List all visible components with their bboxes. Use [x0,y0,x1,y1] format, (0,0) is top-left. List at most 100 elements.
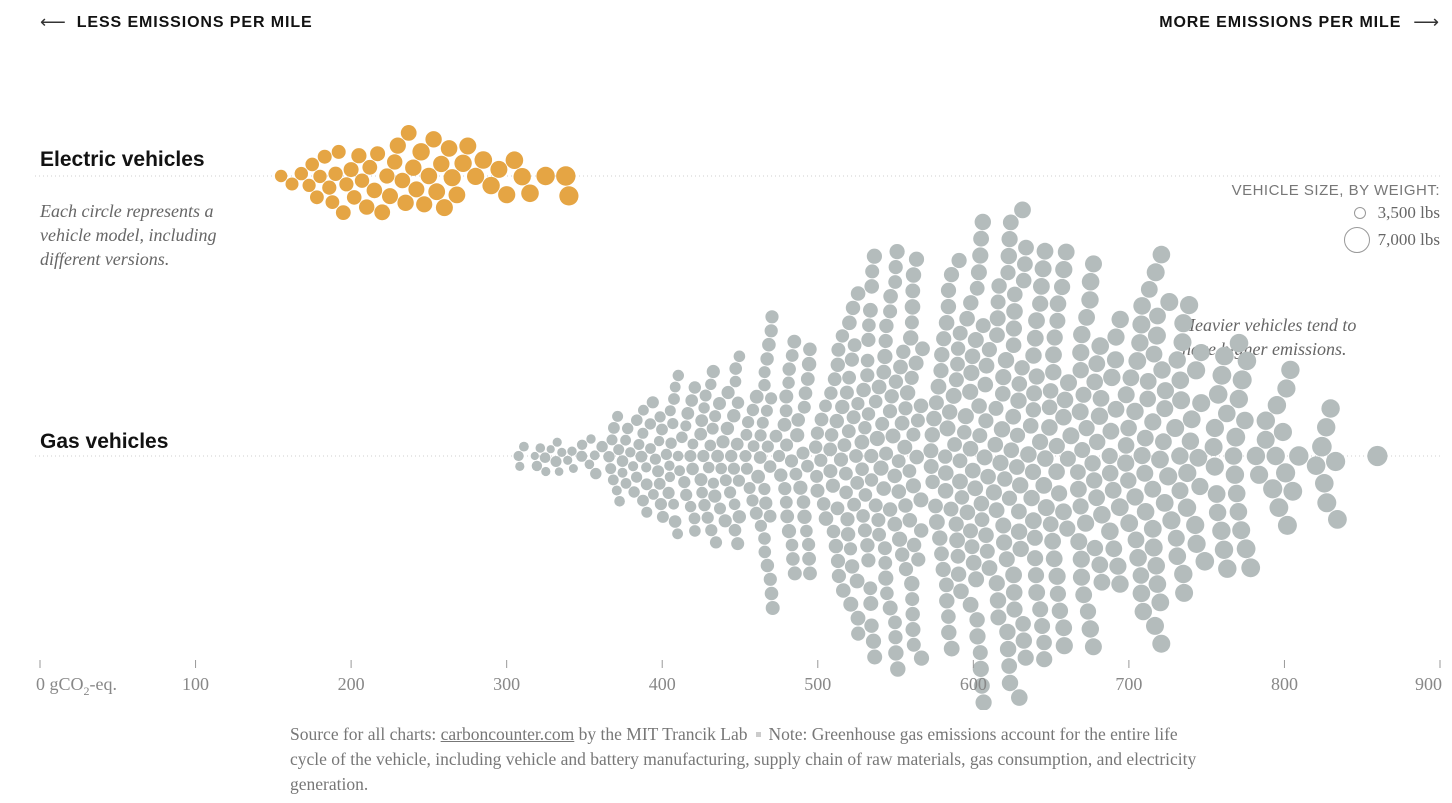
gas-vehicle-dot[interactable] [665,437,677,449]
gas-vehicle-dot[interactable] [1049,585,1066,602]
gas-vehicle-dot[interactable] [1084,638,1102,656]
gas-vehicle-dot[interactable] [1014,360,1030,376]
electric-vehicle-dot[interactable] [536,166,555,186]
gas-vehicle-dot[interactable] [831,568,847,584]
gas-vehicle-dot[interactable] [940,282,957,298]
gas-vehicle-dot[interactable] [541,466,551,477]
gas-vehicle-dot[interactable] [1208,503,1227,522]
gas-vehicle-dot[interactable] [653,435,665,447]
gas-vehicle-dot[interactable] [1276,463,1296,483]
gas-vehicle-dot[interactable] [1256,411,1276,430]
gas-vehicle-dot[interactable] [888,615,902,630]
gas-vehicle-dot[interactable] [914,523,929,538]
gas-vehicle-dot[interactable] [906,537,922,553]
gas-vehicle-dot[interactable] [674,465,685,477]
gas-vehicle-dot[interactable] [959,504,976,521]
gas-vehicle-dot[interactable] [1020,446,1037,463]
gas-vehicle-dot[interactable] [1127,531,1145,549]
gas-vehicle-dot[interactable] [730,437,744,451]
gas-vehicle-dot[interactable] [1229,333,1249,353]
gas-vehicle-dot[interactable] [937,483,954,499]
gas-vehicle-dot[interactable] [1001,490,1018,506]
gas-vehicle-dot[interactable] [964,462,981,479]
gas-vehicle-dot[interactable] [1025,512,1042,530]
gas-vehicle-dot[interactable] [913,492,929,508]
gas-vehicle-dot[interactable] [1263,479,1283,499]
gas-vehicle-dot[interactable] [883,304,898,319]
gas-vehicle-dot[interactable] [878,556,893,570]
gas-vehicle-dot[interactable] [1026,329,1044,347]
gas-vehicle-dot[interactable] [1078,309,1095,326]
gas-vehicle-dot[interactable] [638,404,649,416]
gas-vehicle-dot[interactable] [1277,379,1296,398]
gas-vehicle-dot[interactable] [905,283,921,299]
gas-vehicle-dot[interactable] [953,583,969,600]
gas-vehicle-dot[interactable] [1151,593,1170,612]
gas-vehicle-dot[interactable] [861,407,876,421]
gas-vehicle-dot[interactable] [945,387,962,404]
gas-vehicle-dot[interactable] [1306,456,1326,476]
gas-vehicle-dot[interactable] [697,449,710,463]
gas-vehicle-dot[interactable] [616,455,629,467]
gas-vehicle-dot[interactable] [989,592,1007,609]
gas-vehicle-dot[interactable] [1048,567,1066,585]
gas-vehicle-dot[interactable] [1267,396,1287,415]
gas-vehicle-dot[interactable] [839,466,853,481]
gas-vehicle-dot[interactable] [1037,499,1055,517]
gas-vehicle-dot[interactable] [1144,480,1162,498]
gas-vehicle-dot[interactable] [844,352,860,367]
gas-vehicle-dot[interactable] [843,542,858,556]
gas-vehicle-dot[interactable] [1101,447,1118,465]
gas-vehicle-dot[interactable] [1315,474,1334,493]
gas-vehicle-dot[interactable] [824,428,839,442]
gas-vehicle-dot[interactable] [769,429,783,443]
gas-vehicle-dot[interactable] [990,294,1006,310]
gas-vehicle-dot[interactable] [967,480,984,497]
gas-vehicle-dot[interactable] [1241,558,1261,578]
gas-vehicle-dot[interactable] [1049,295,1067,313]
gas-vehicle-dot[interactable] [915,341,930,357]
gas-vehicle-dot[interactable] [729,362,742,375]
gas-vehicle-dot[interactable] [1117,454,1135,472]
gas-vehicle-dot[interactable] [531,460,543,472]
gas-vehicle-dot[interactable] [954,490,970,505]
gas-vehicle-dot[interactable] [1027,550,1044,567]
gas-vehicle-dot[interactable] [1226,427,1246,447]
gas-vehicle-dot[interactable] [819,399,832,413]
gas-vehicle-dot[interactable] [952,325,968,341]
gas-vehicle-dot[interactable] [797,400,811,414]
gas-vehicle-dot[interactable] [928,498,943,514]
electric-vehicle-dot[interactable] [559,186,579,206]
gas-vehicle-dot[interactable] [779,495,793,509]
gas-vehicle-dot[interactable] [962,383,979,400]
gas-vehicle-dot[interactable] [1042,383,1059,399]
gas-vehicle-dot[interactable] [785,538,799,552]
gas-vehicle-dot[interactable] [910,413,925,428]
gas-vehicle-dot[interactable] [614,496,625,507]
gas-vehicle-dot[interactable] [714,502,726,515]
gas-vehicle-dot[interactable] [973,230,989,247]
gas-vehicle-dot[interactable] [1001,674,1019,692]
gas-vehicle-dot[interactable] [964,539,980,555]
gas-vehicle-dot[interactable] [816,497,831,511]
gas-vehicle-dot[interactable] [622,422,634,435]
gas-vehicle-dot[interactable] [515,461,525,471]
gas-vehicle-dot[interactable] [1026,529,1043,546]
gas-vehicle-dot[interactable] [802,537,816,552]
gas-vehicle-dot[interactable] [985,484,1003,501]
gas-vehicle-dot[interactable] [887,516,903,532]
gas-vehicle-dot[interactable] [824,386,838,400]
gas-vehicle-dot[interactable] [957,425,972,440]
electric-vehicle-dot[interactable] [397,194,414,211]
gas-vehicle-dot[interactable] [1059,520,1076,537]
electric-vehicle-dot[interactable] [556,166,576,186]
gas-vehicle-dot[interactable] [1326,451,1346,472]
gas-vehicle-dot[interactable] [882,502,898,517]
gas-vehicle-dot[interactable] [796,495,811,509]
gas-vehicle-dot[interactable] [938,315,955,331]
gas-vehicle-dot[interactable] [861,553,876,568]
gas-vehicle-dot[interactable] [830,501,845,516]
gas-vehicle-dot[interactable] [1168,547,1187,565]
gas-vehicle-dot[interactable] [1002,214,1019,231]
gas-vehicle-dot[interactable] [1028,312,1045,329]
